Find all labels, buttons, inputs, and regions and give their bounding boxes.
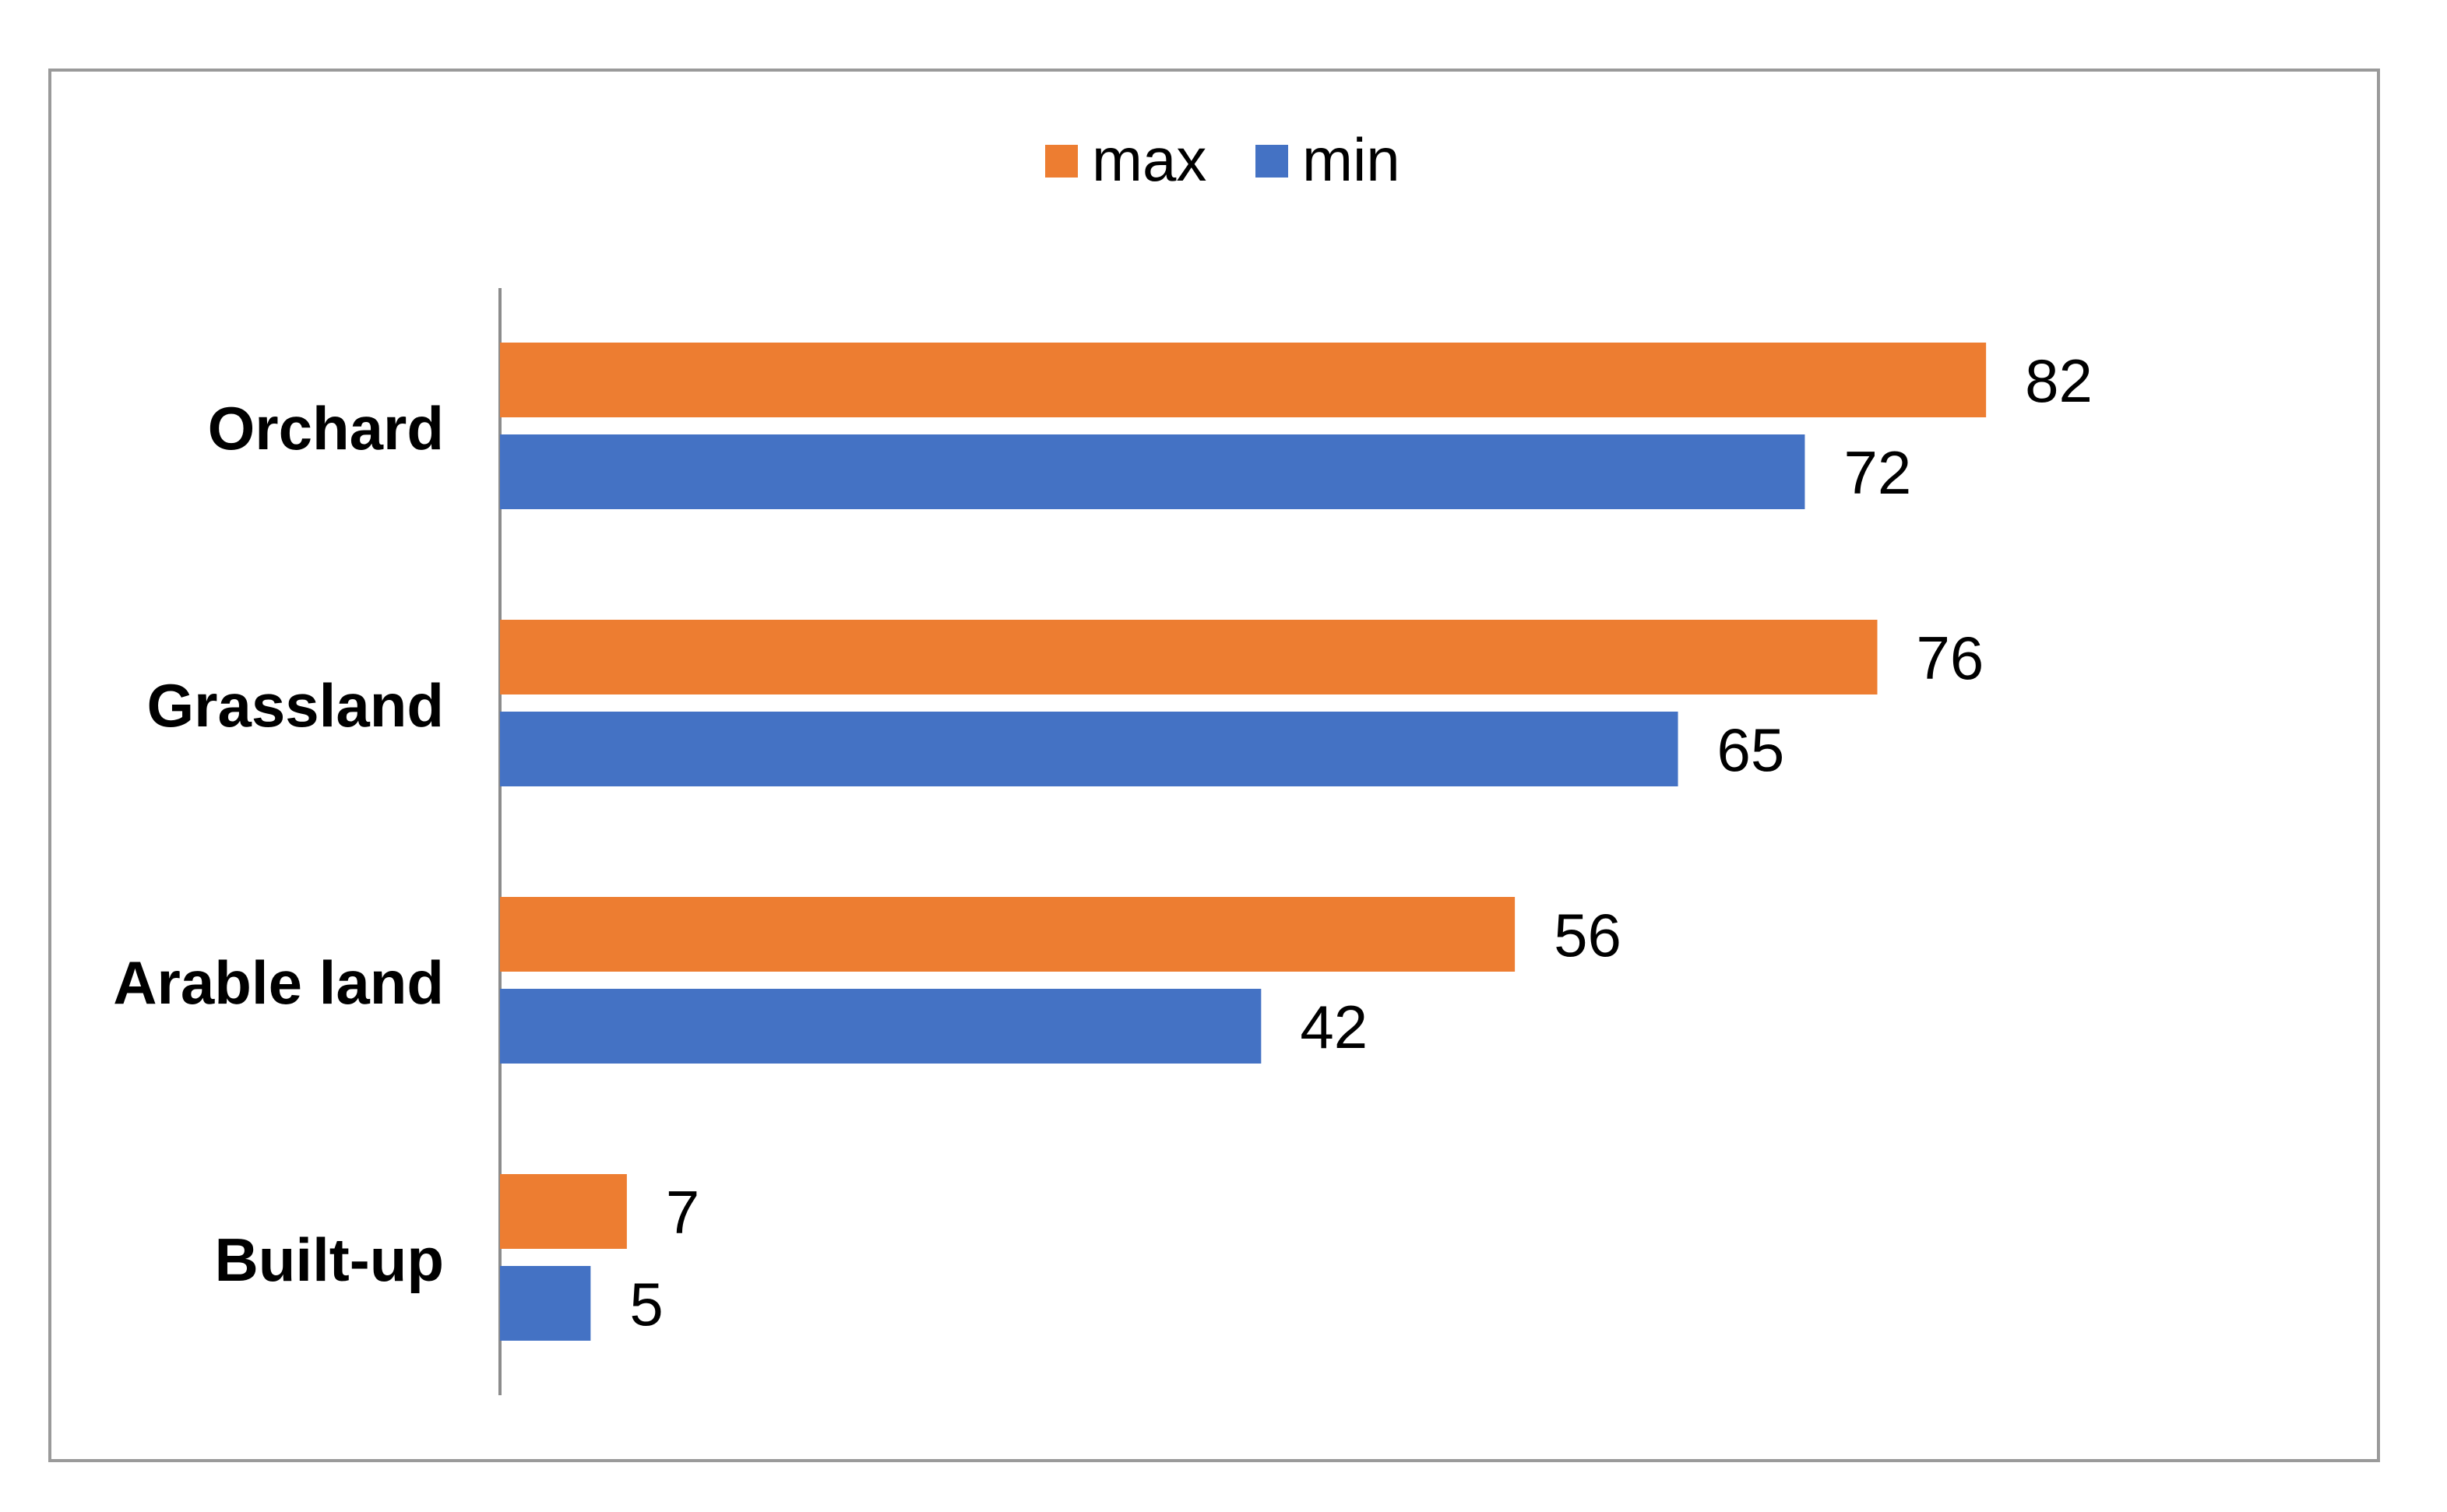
legend-swatch-min: [1255, 145, 1288, 178]
data-label-orchard-min: 72: [1843, 438, 1911, 507]
category-label-grassland: Grassland: [146, 671, 444, 740]
bar-built-up-max: [500, 1174, 627, 1249]
data-label-orchard-max: 82: [2025, 346, 2093, 415]
legend-swatch-max: [1045, 145, 1078, 178]
bar-arable-land-max: [500, 897, 1516, 972]
bar-orchard-max: [500, 343, 1987, 417]
data-label-built-up-max: 7: [666, 1178, 699, 1247]
bars-group: [500, 343, 1987, 1341]
bar-built-up-min: [500, 1266, 591, 1341]
data-label-arable-land-max: 56: [1554, 901, 1621, 969]
data-label-grassland-max: 76: [1917, 624, 1984, 692]
data-label-grassland-min: 65: [1717, 716, 1785, 784]
bar-arable-land-min: [500, 989, 1262, 1064]
category-label-arable-land: Arable land: [113, 948, 444, 1017]
bar-grassland-max: [500, 620, 1878, 694]
category-label-built-up: Built-up: [214, 1225, 444, 1294]
labels-group: Orchard 82 72 Grassland 76 65 Arable land 56 42 B…: [113, 346, 2093, 1338]
legend-label-min: min: [1302, 125, 1400, 194]
data-label-arable-land-min: 42: [1300, 993, 1368, 1061]
bar-orchard-min: [500, 434, 1805, 509]
bar-grassland-min: [500, 712, 1678, 786]
chart-legend: max min: [1045, 125, 1400, 194]
category-label-orchard: Orchard: [208, 394, 444, 462]
data-label-built-up-min: 5: [629, 1270, 663, 1338]
legend-label-max: max: [1092, 125, 1206, 194]
